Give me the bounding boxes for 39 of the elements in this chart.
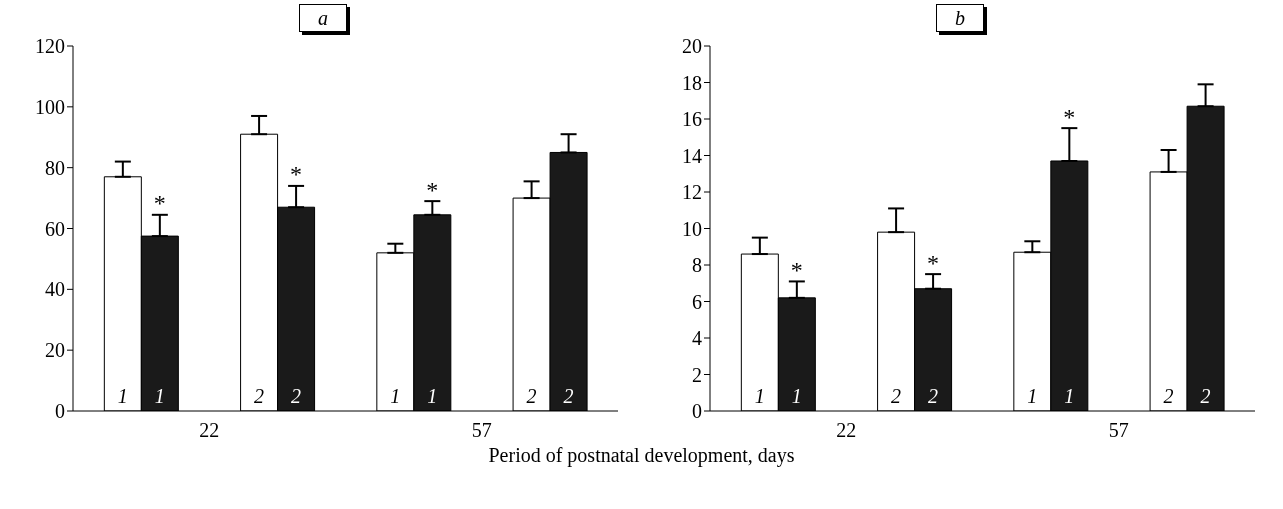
y-tick-label: 18 bbox=[682, 71, 702, 94]
x-tick-label: 2 bbox=[526, 385, 537, 407]
x-tick-label: 2 bbox=[891, 385, 902, 407]
data-label: * bbox=[426, 176, 439, 203]
y-tick-label: 80 bbox=[45, 156, 65, 179]
y-tick-label: 40 bbox=[45, 278, 65, 301]
text: 57 bbox=[471, 419, 492, 441]
y-tick-label: 10 bbox=[682, 217, 702, 240]
x-tick-label: 1 bbox=[117, 385, 128, 407]
y-tick-label: 0 bbox=[55, 400, 65, 423]
x-tick-label: 1 bbox=[754, 385, 765, 407]
data-label: * bbox=[1063, 103, 1076, 130]
x-tick-label: 2 bbox=[254, 385, 265, 407]
y-tick-label: 100 bbox=[35, 95, 65, 118]
text: 22 bbox=[836, 419, 857, 441]
x-axis-title: Period of postnatal development, days bbox=[487, 444, 796, 466]
x-tick-label: 1 bbox=[1027, 385, 1038, 407]
chart-title: a bbox=[299, 4, 347, 32]
y-tick-label: 120 bbox=[35, 35, 65, 58]
x-tick-label: 1 bbox=[390, 385, 401, 407]
y-tick-label: 20 bbox=[45, 339, 65, 362]
data-label: * bbox=[153, 190, 166, 217]
text: 22 bbox=[199, 419, 220, 441]
y-tick-label: 16 bbox=[682, 108, 702, 131]
data-label: * bbox=[790, 256, 803, 283]
data-label: * bbox=[927, 249, 940, 276]
y-tick-label: 14 bbox=[682, 144, 702, 167]
y-tick-label: 6 bbox=[692, 290, 702, 313]
y-tick-label: 20 bbox=[682, 35, 702, 58]
y-tick-label: 4 bbox=[692, 327, 702, 350]
chart-title: b bbox=[936, 4, 984, 32]
text: 57 bbox=[1108, 419, 1129, 441]
y-tick-label: 60 bbox=[45, 217, 65, 240]
y-tick-label: 8 bbox=[692, 254, 702, 277]
y-tick-label: 0 bbox=[692, 400, 702, 423]
data-label: * bbox=[290, 161, 303, 188]
x-tick-label: 2 bbox=[1163, 385, 1174, 407]
y-tick-label: 2 bbox=[692, 363, 702, 386]
y-tick-label: 12 bbox=[682, 181, 702, 204]
